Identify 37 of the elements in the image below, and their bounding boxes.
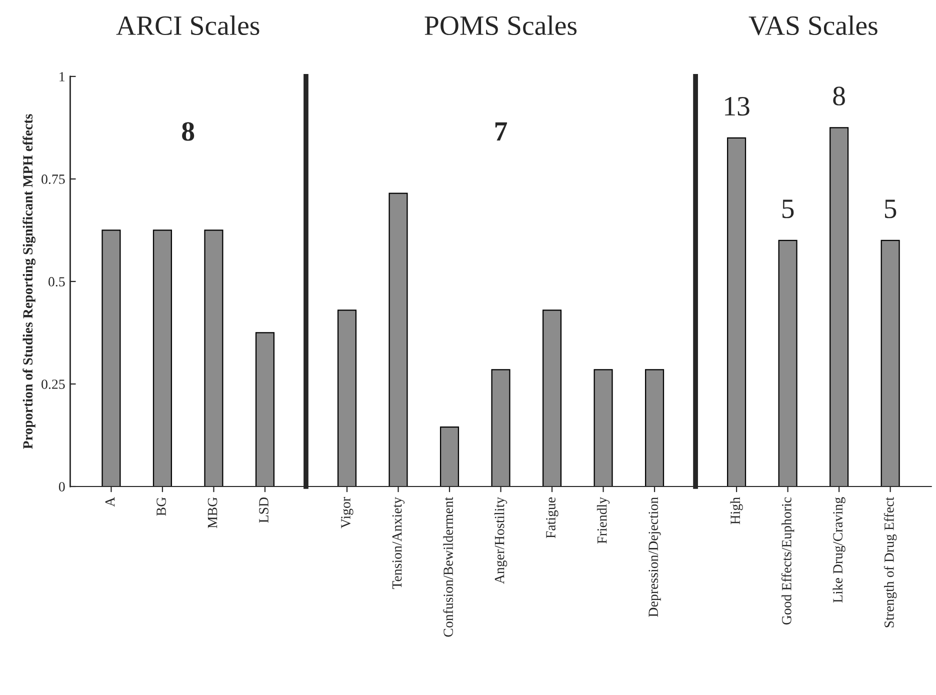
y-tick-label: 0.75	[42, 174, 65, 184]
bar	[594, 369, 613, 486]
x-tick-label: High	[730, 497, 743, 524]
x-tick-label: Confusion/Bewilderment	[443, 497, 453, 637]
chart-title: POMS Scales	[424, 16, 577, 36]
x-tick-label: Strength of Drug Effect	[884, 496, 897, 628]
y-tick-label: 0.5	[48, 277, 65, 286]
y-tick-label: 1	[60, 72, 65, 82]
bar	[440, 426, 460, 486]
annotation: 7	[495, 122, 508, 141]
chart-title: ARCI Scales	[116, 16, 260, 36]
x-tick-label: LSD	[259, 497, 268, 523]
y-tick-label: 0.25	[42, 380, 65, 390]
bar	[645, 369, 664, 486]
annotation: 5	[782, 200, 794, 218]
bar	[388, 192, 408, 486]
annotation: 8	[833, 86, 845, 106]
x-tick-label: Like Drug/Craving	[832, 497, 846, 603]
annotation: 5	[884, 200, 896, 218]
bar	[542, 310, 562, 486]
x-tick-label: A	[105, 497, 115, 507]
chart-title: VAS Scales	[748, 16, 878, 36]
x-tick-label: Fatigue	[546, 497, 558, 538]
y-axis-title: Proportion of Studies Reporting Significant MPH effects	[22, 114, 36, 449]
bar	[491, 369, 510, 486]
x-tick-label: Friendly	[596, 496, 610, 544]
x-tick-label: BG	[156, 497, 166, 516]
x-tick-label: MBG	[208, 497, 218, 528]
x-tick-label: Tension/Anxiety	[392, 496, 405, 590]
x-tick-label: Anger/Hostility	[494, 496, 508, 584]
x-tick-label: Vigor	[341, 497, 354, 528]
y-tick-label: 0	[58, 482, 65, 492]
annotation: 8	[182, 122, 194, 141]
annotation: 13	[725, 96, 750, 116]
x-tick-label: Depression/Dejection	[648, 497, 661, 617]
x-tick-label: Good Effects/Euphoric	[781, 497, 794, 625]
bar	[337, 310, 357, 486]
